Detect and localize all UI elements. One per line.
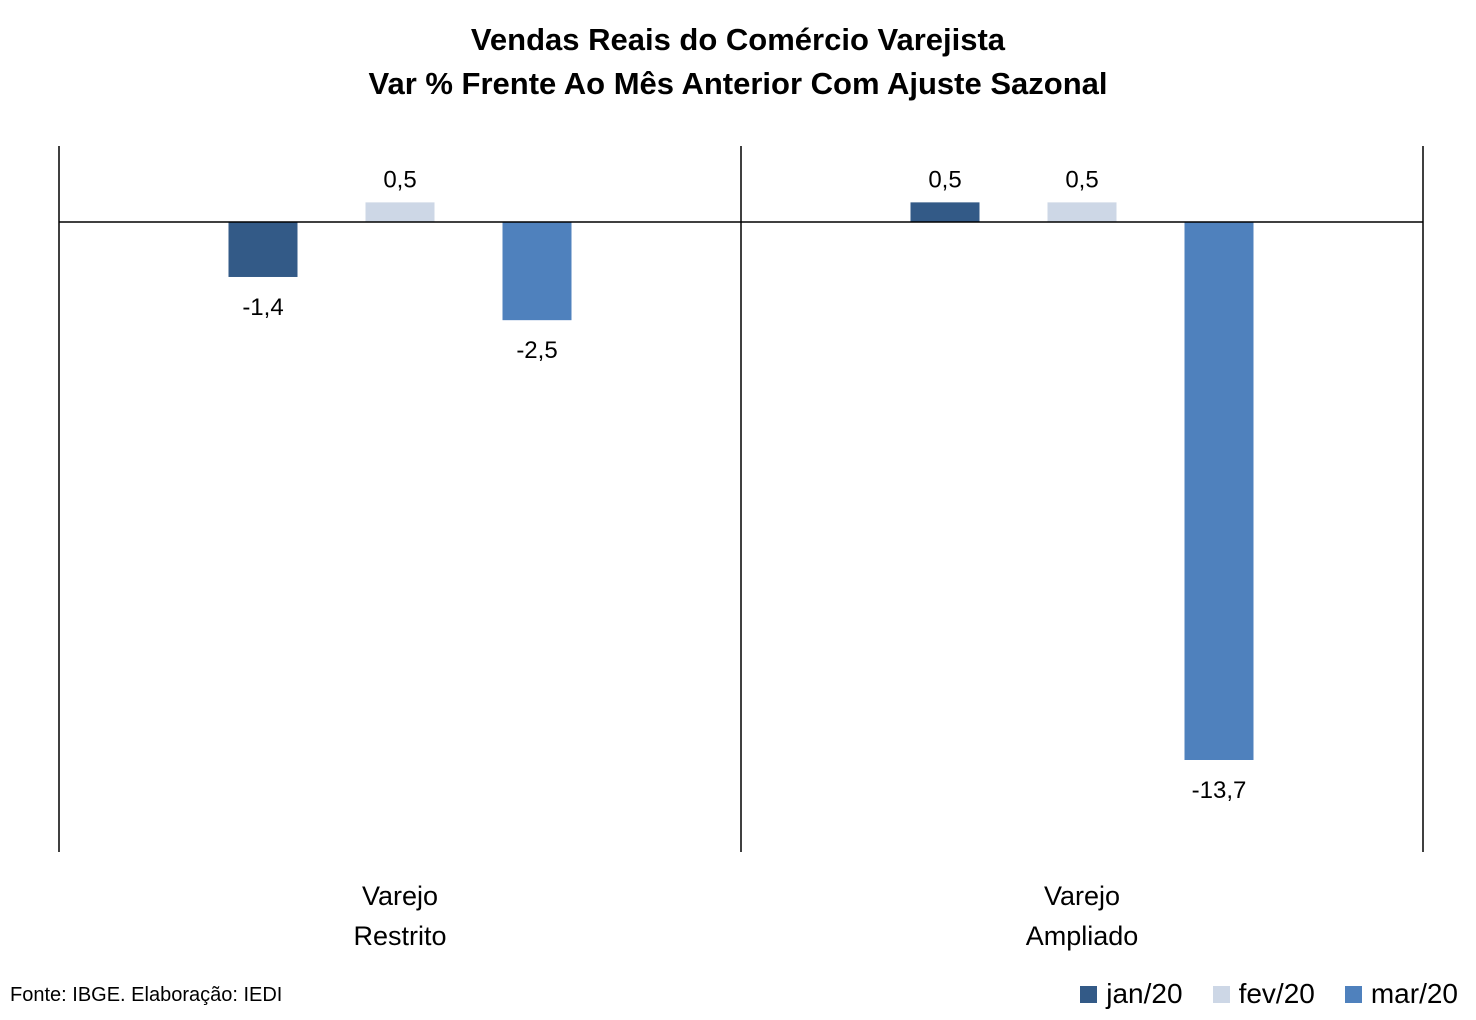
data-label: 0,5 xyxy=(383,166,416,193)
legend-label: jan/20 xyxy=(1106,978,1183,1009)
source-note: Fonte: IBGE. Elaboração: IEDI xyxy=(10,984,283,1006)
chart-subtitle: Var % Frente Ao Mês Anterior Com Ajuste … xyxy=(368,66,1108,101)
bar-fev-20 xyxy=(1047,202,1117,222)
legend: jan/20 fev/20 mar/20 xyxy=(1050,976,1458,1012)
legend-swatch xyxy=(1080,985,1098,1003)
bar-jan-20 xyxy=(910,202,980,222)
category-label: Varejo Ampliado xyxy=(932,876,1232,956)
data-label: -2,5 xyxy=(516,337,557,364)
legend-item: fev/20 xyxy=(1212,976,1315,1012)
category-label-line: Varejo xyxy=(361,881,439,911)
data-label: 0,5 xyxy=(928,166,961,193)
chart-title: Vendas Reais do Comércio Varejista xyxy=(470,22,1006,57)
bar-jan-20 xyxy=(228,222,298,277)
bar-mar-20 xyxy=(502,222,572,321)
category-label-line: Restrito xyxy=(353,921,447,951)
data-label: -1,4 xyxy=(242,294,283,321)
bar-fev-20 xyxy=(365,202,435,222)
category-label: Varejo Restrito xyxy=(250,876,550,956)
legend-label: fev/20 xyxy=(1238,978,1315,1009)
legend-item: mar/20 xyxy=(1344,976,1458,1012)
category-label-line: Varejo xyxy=(1043,881,1121,911)
bar-mar-20 xyxy=(1184,222,1254,760)
legend-swatch xyxy=(1212,985,1230,1003)
legend-item: jan/20 xyxy=(1080,976,1183,1012)
legend-label: mar/20 xyxy=(1370,978,1458,1009)
category-label-line: Ampliado xyxy=(1025,921,1139,951)
data-label: 0,5 xyxy=(1065,166,1098,193)
legend-swatch xyxy=(1344,985,1362,1003)
data-label: -13,7 xyxy=(1192,777,1247,804)
